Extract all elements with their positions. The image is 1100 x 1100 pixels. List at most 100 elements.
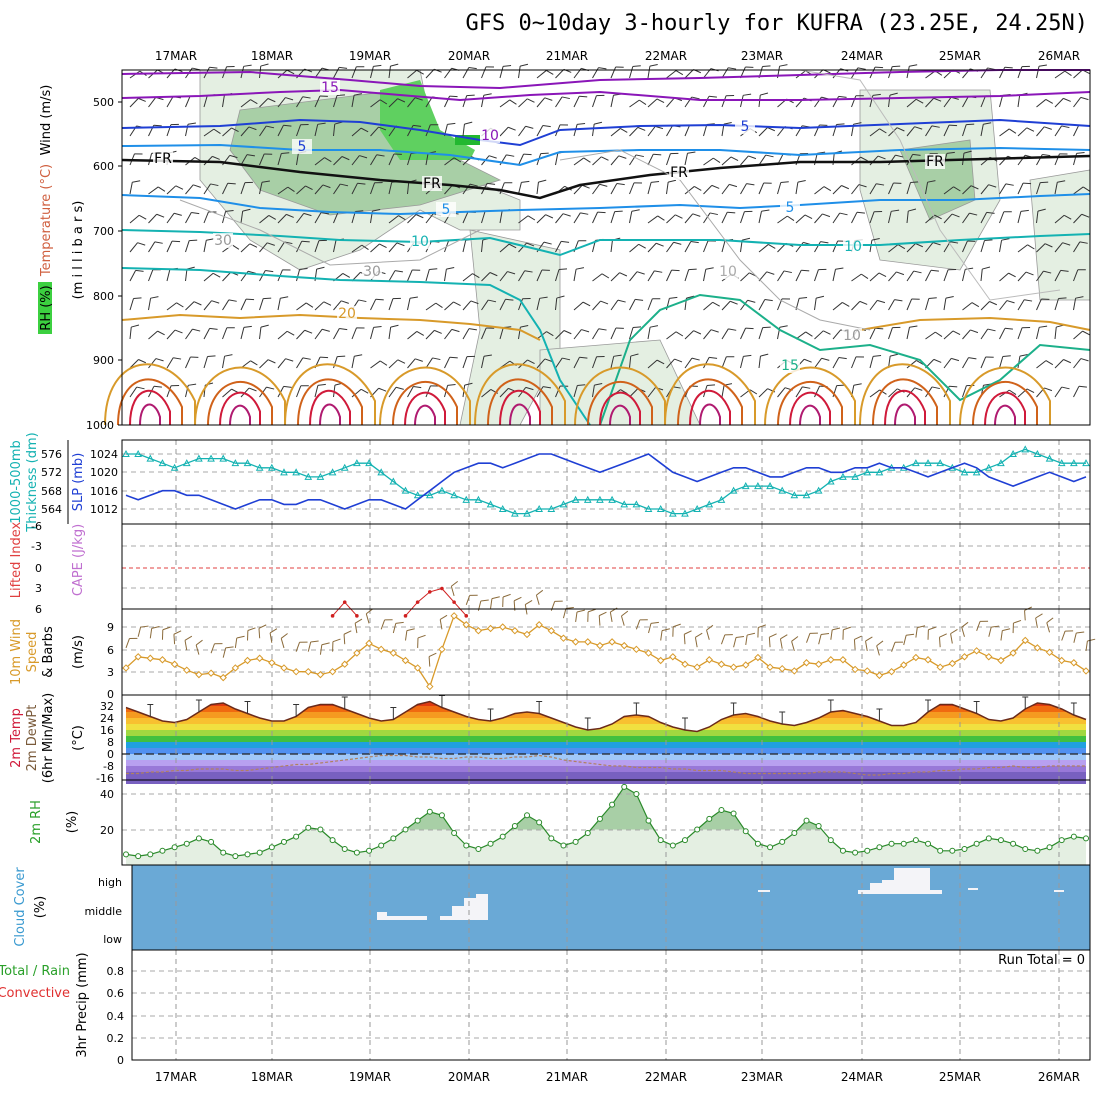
wind-barb-flag bbox=[1062, 242, 1071, 246]
wind-barb-flag bbox=[877, 299, 886, 304]
wind-barb-flag bbox=[339, 66, 348, 69]
freezing-label-4: FR bbox=[926, 154, 944, 170]
thickness-marker bbox=[839, 472, 847, 480]
wind-speed-marker bbox=[742, 661, 750, 669]
wind-barb bbox=[481, 356, 485, 369]
wind-barb bbox=[629, 99, 640, 108]
wind-barb bbox=[832, 240, 839, 253]
wind-barb-flag bbox=[692, 213, 701, 217]
rh-point bbox=[402, 826, 409, 833]
rh-point bbox=[183, 840, 190, 847]
wind-ylabel-1: 10m Wind bbox=[9, 619, 24, 685]
wind-barb bbox=[148, 269, 154, 282]
wind-barb-flag bbox=[260, 63, 269, 67]
wind-barb-flag bbox=[760, 353, 769, 357]
wind-barb-flag bbox=[639, 99, 647, 105]
rh-point bbox=[609, 801, 616, 808]
wind-barb-flag bbox=[968, 357, 977, 360]
wind-barb-flag bbox=[986, 211, 995, 214]
wind-barb bbox=[1073, 213, 1083, 224]
wind-barb-flag bbox=[353, 93, 363, 96]
wind-barb bbox=[609, 611, 613, 622]
wind-barb bbox=[481, 95, 485, 108]
wind-barb bbox=[314, 385, 319, 398]
wind-barb bbox=[277, 186, 289, 195]
wind-barb bbox=[222, 271, 232, 282]
wind-barb bbox=[703, 269, 707, 282]
wind-barb-flag bbox=[711, 184, 720, 189]
wind-barb-flag bbox=[565, 606, 574, 609]
cloud-block bbox=[464, 898, 476, 920]
wind-barb-flag bbox=[889, 92, 898, 96]
wind-barb bbox=[666, 153, 671, 166]
rh-point bbox=[293, 833, 300, 840]
wind-barb bbox=[980, 328, 989, 340]
wind-barb bbox=[388, 215, 399, 224]
wind-barb-flag bbox=[464, 382, 473, 386]
wind-barb-flag bbox=[616, 183, 625, 186]
temp-loop-25 bbox=[677, 378, 743, 426]
wind-barb-flag bbox=[310, 640, 319, 643]
wind-barb bbox=[388, 125, 397, 137]
wind-barb-flag bbox=[212, 155, 220, 160]
wind-barb-flag bbox=[287, 186, 295, 192]
wind-barb bbox=[925, 125, 933, 137]
wind-barb-flag bbox=[360, 388, 369, 394]
wind-speed-marker bbox=[1082, 667, 1090, 675]
wind-barb-flag bbox=[361, 244, 369, 250]
wind-barb bbox=[795, 182, 799, 195]
wind-barb bbox=[943, 96, 952, 108]
wind-barb bbox=[721, 67, 729, 79]
wind-barb-flag bbox=[176, 302, 184, 308]
wind-barb-flag bbox=[654, 270, 663, 273]
wind-barb bbox=[758, 356, 761, 369]
wind-speed-marker bbox=[183, 666, 191, 674]
wind-barb bbox=[832, 302, 843, 311]
wind-barb bbox=[166, 185, 177, 195]
thickness-marker bbox=[450, 491, 458, 499]
thick-ylabel-2: Thickness (dm) bbox=[25, 432, 40, 532]
wind-barb-flag bbox=[435, 302, 443, 308]
rh-point bbox=[633, 791, 640, 797]
wind-barb bbox=[173, 634, 176, 645]
wind-barb bbox=[333, 240, 337, 253]
date-label-bottom: 25MAR bbox=[939, 1070, 981, 1084]
wind-barb bbox=[1036, 243, 1046, 253]
wind-barb bbox=[943, 358, 952, 369]
wind-speed-marker bbox=[912, 653, 920, 662]
wind-barb-flag bbox=[638, 243, 646, 249]
wind-barb bbox=[706, 630, 710, 640]
wind-barb-flag bbox=[915, 243, 924, 248]
wind-barb bbox=[1073, 269, 1079, 282]
wind-barb-flag bbox=[394, 270, 403, 273]
wind-barb bbox=[814, 241, 821, 253]
wind-barb bbox=[851, 95, 857, 108]
wind-speed-marker bbox=[413, 664, 422, 672]
wind-barb-flag bbox=[865, 636, 873, 642]
wind-barb bbox=[573, 95, 580, 108]
cloud-block bbox=[858, 890, 870, 894]
wind-barb bbox=[129, 298, 134, 311]
thick-frame bbox=[121, 439, 1091, 525]
wind-barb bbox=[1054, 327, 1057, 340]
temp-contour-15 bbox=[599, 293, 1091, 426]
thickness-marker bbox=[741, 482, 750, 490]
wind-barb bbox=[481, 66, 487, 79]
wind-barb-flag bbox=[360, 127, 369, 133]
wind-barb bbox=[296, 213, 305, 224]
contour-label-bg bbox=[843, 239, 863, 254]
wind-barb-flag bbox=[544, 97, 553, 101]
wind-barb-flag bbox=[577, 384, 586, 386]
wind-barb bbox=[1073, 358, 1082, 369]
wind-speed-marker bbox=[693, 663, 701, 671]
wind-barb bbox=[869, 183, 877, 195]
wind-barb bbox=[635, 619, 641, 630]
wind-barb-flag bbox=[661, 628, 670, 632]
wind-barb bbox=[666, 331, 677, 340]
wind-barb-flag bbox=[712, 301, 720, 307]
wind-barb bbox=[647, 387, 656, 398]
wind-barb bbox=[148, 186, 159, 195]
temp-contour-5 bbox=[121, 193, 1091, 216]
wind-barb bbox=[620, 615, 625, 626]
thickness-marker bbox=[498, 504, 507, 512]
